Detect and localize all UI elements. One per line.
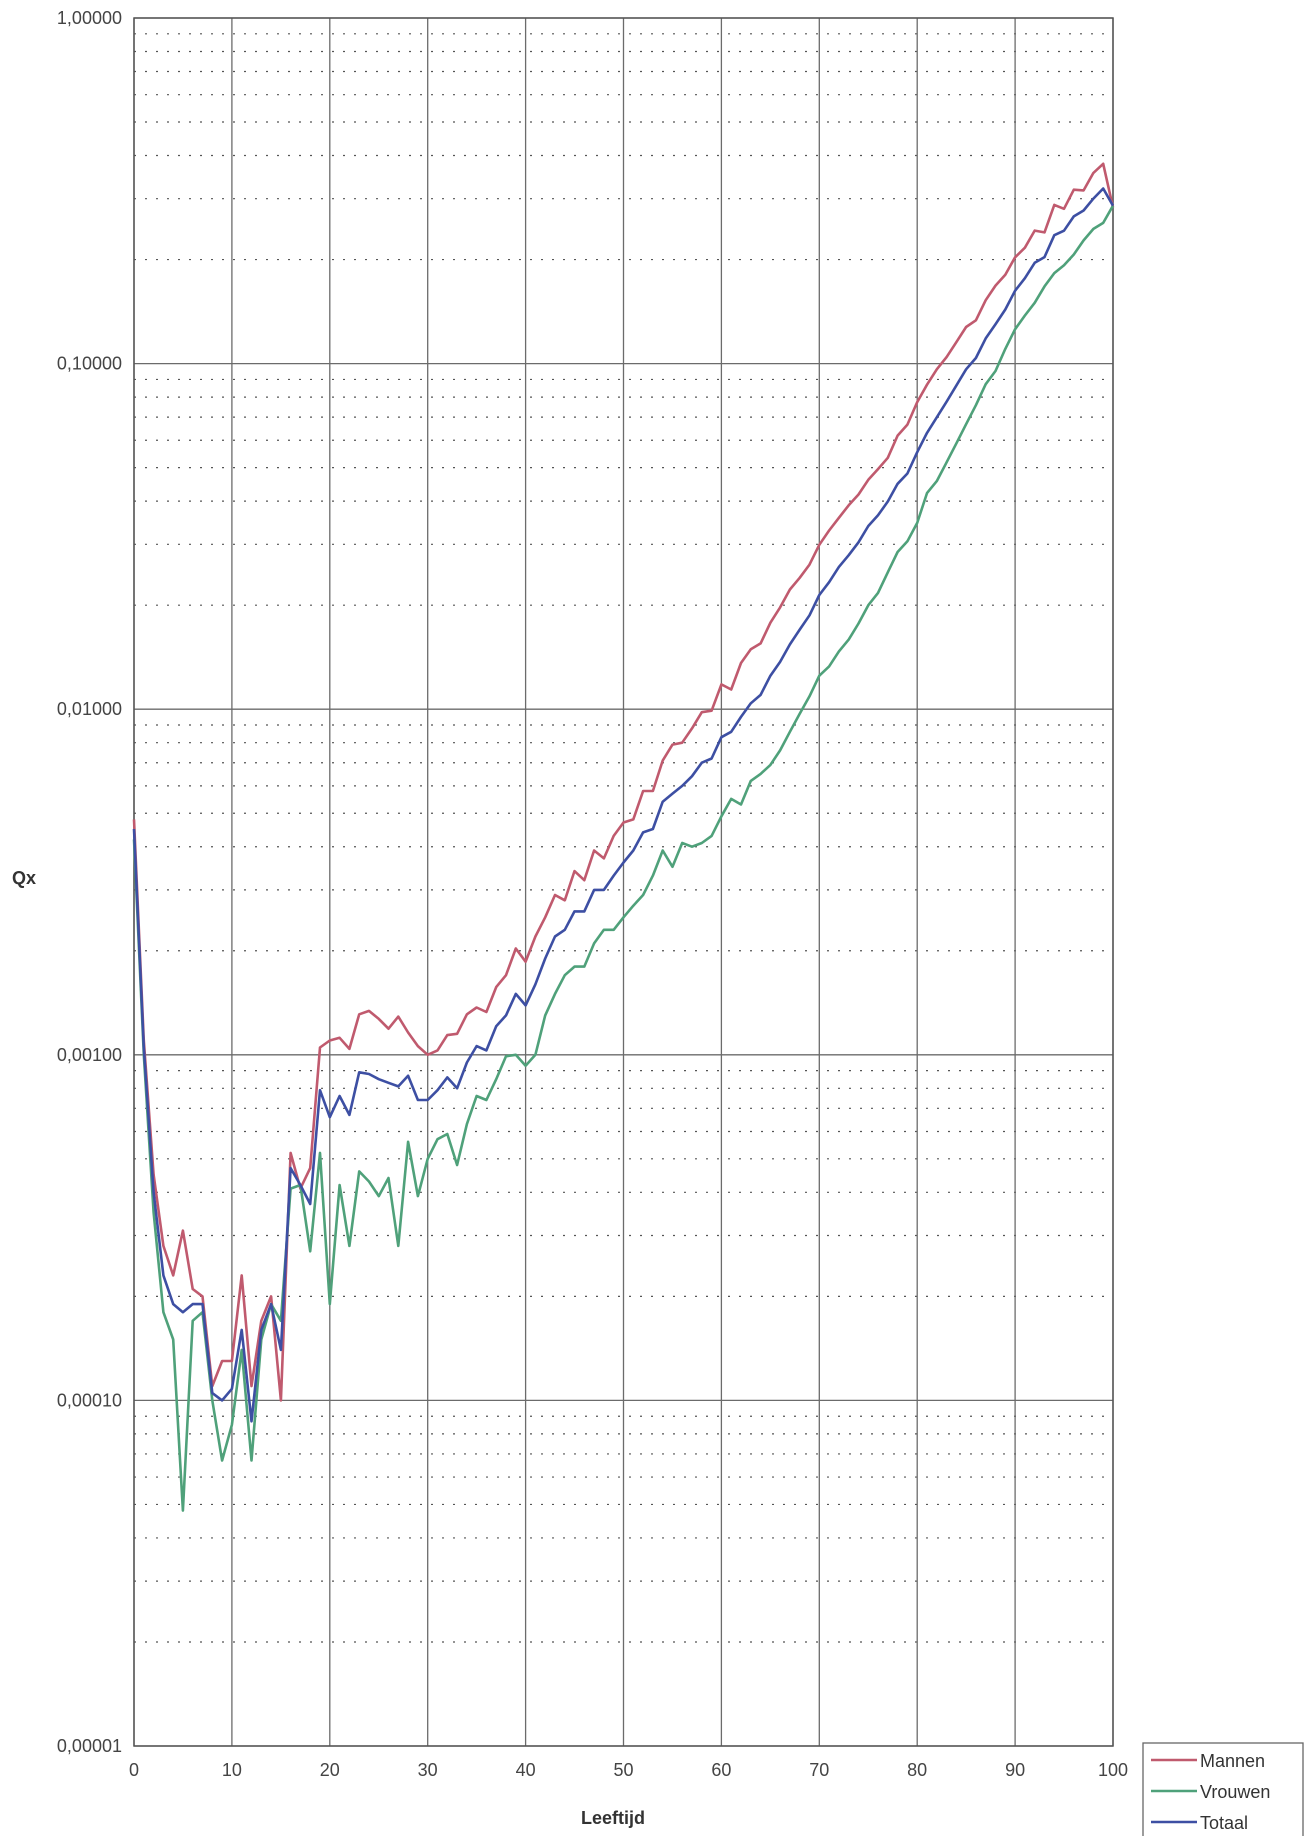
legend-box	[1142, 1742, 1304, 1836]
y-axis-title: Qx	[12, 868, 36, 888]
legend-label-mannen: Mannen	[1200, 1751, 1265, 1771]
x-tick-label: 50	[613, 1760, 633, 1780]
series-layer	[132, 162, 1115, 1512]
axis-layer: 0,00001 0,00010 0,00100 0,01000 0,10000 1,000…	[57, 8, 1128, 1780]
x-tick-label: 100	[1098, 1760, 1128, 1780]
plot-frame	[133, 17, 1114, 1747]
y-tick-label: 0,10000	[57, 354, 122, 374]
x-axis-title: Leeftijd	[581, 1808, 645, 1828]
x-tick-label: 60	[711, 1760, 731, 1780]
y-tick-label: 0,00100	[57, 1045, 122, 1065]
x-tick-label: 0	[129, 1760, 139, 1780]
x-tick-label: 40	[516, 1760, 536, 1780]
series-line-vrouwen	[132, 205, 1115, 1512]
series-line-mannen	[132, 162, 1115, 1402]
y-tick-label: 0,01000	[57, 699, 122, 719]
x-tick-label: 10	[222, 1760, 242, 1780]
y-tick-label: 1,00000	[57, 8, 122, 28]
x-tick-label: 90	[1005, 1760, 1025, 1780]
chart-legend: Mannen Vrouwen Totaal	[1142, 1742, 1304, 1836]
x-tick-label: 70	[809, 1760, 829, 1780]
y-tick-label: 0,00001	[57, 1736, 122, 1756]
series-line-totaal	[132, 187, 1115, 1423]
x-tick-label: 20	[320, 1760, 340, 1780]
x-tick-label: 30	[418, 1760, 438, 1780]
legend-label-totaal: Totaal	[1200, 1813, 1248, 1833]
y-tick-label: 0,00010	[57, 1390, 122, 1410]
x-tick-label: 80	[907, 1760, 927, 1780]
legend-label-vrouwen: Vrouwen	[1200, 1782, 1270, 1802]
